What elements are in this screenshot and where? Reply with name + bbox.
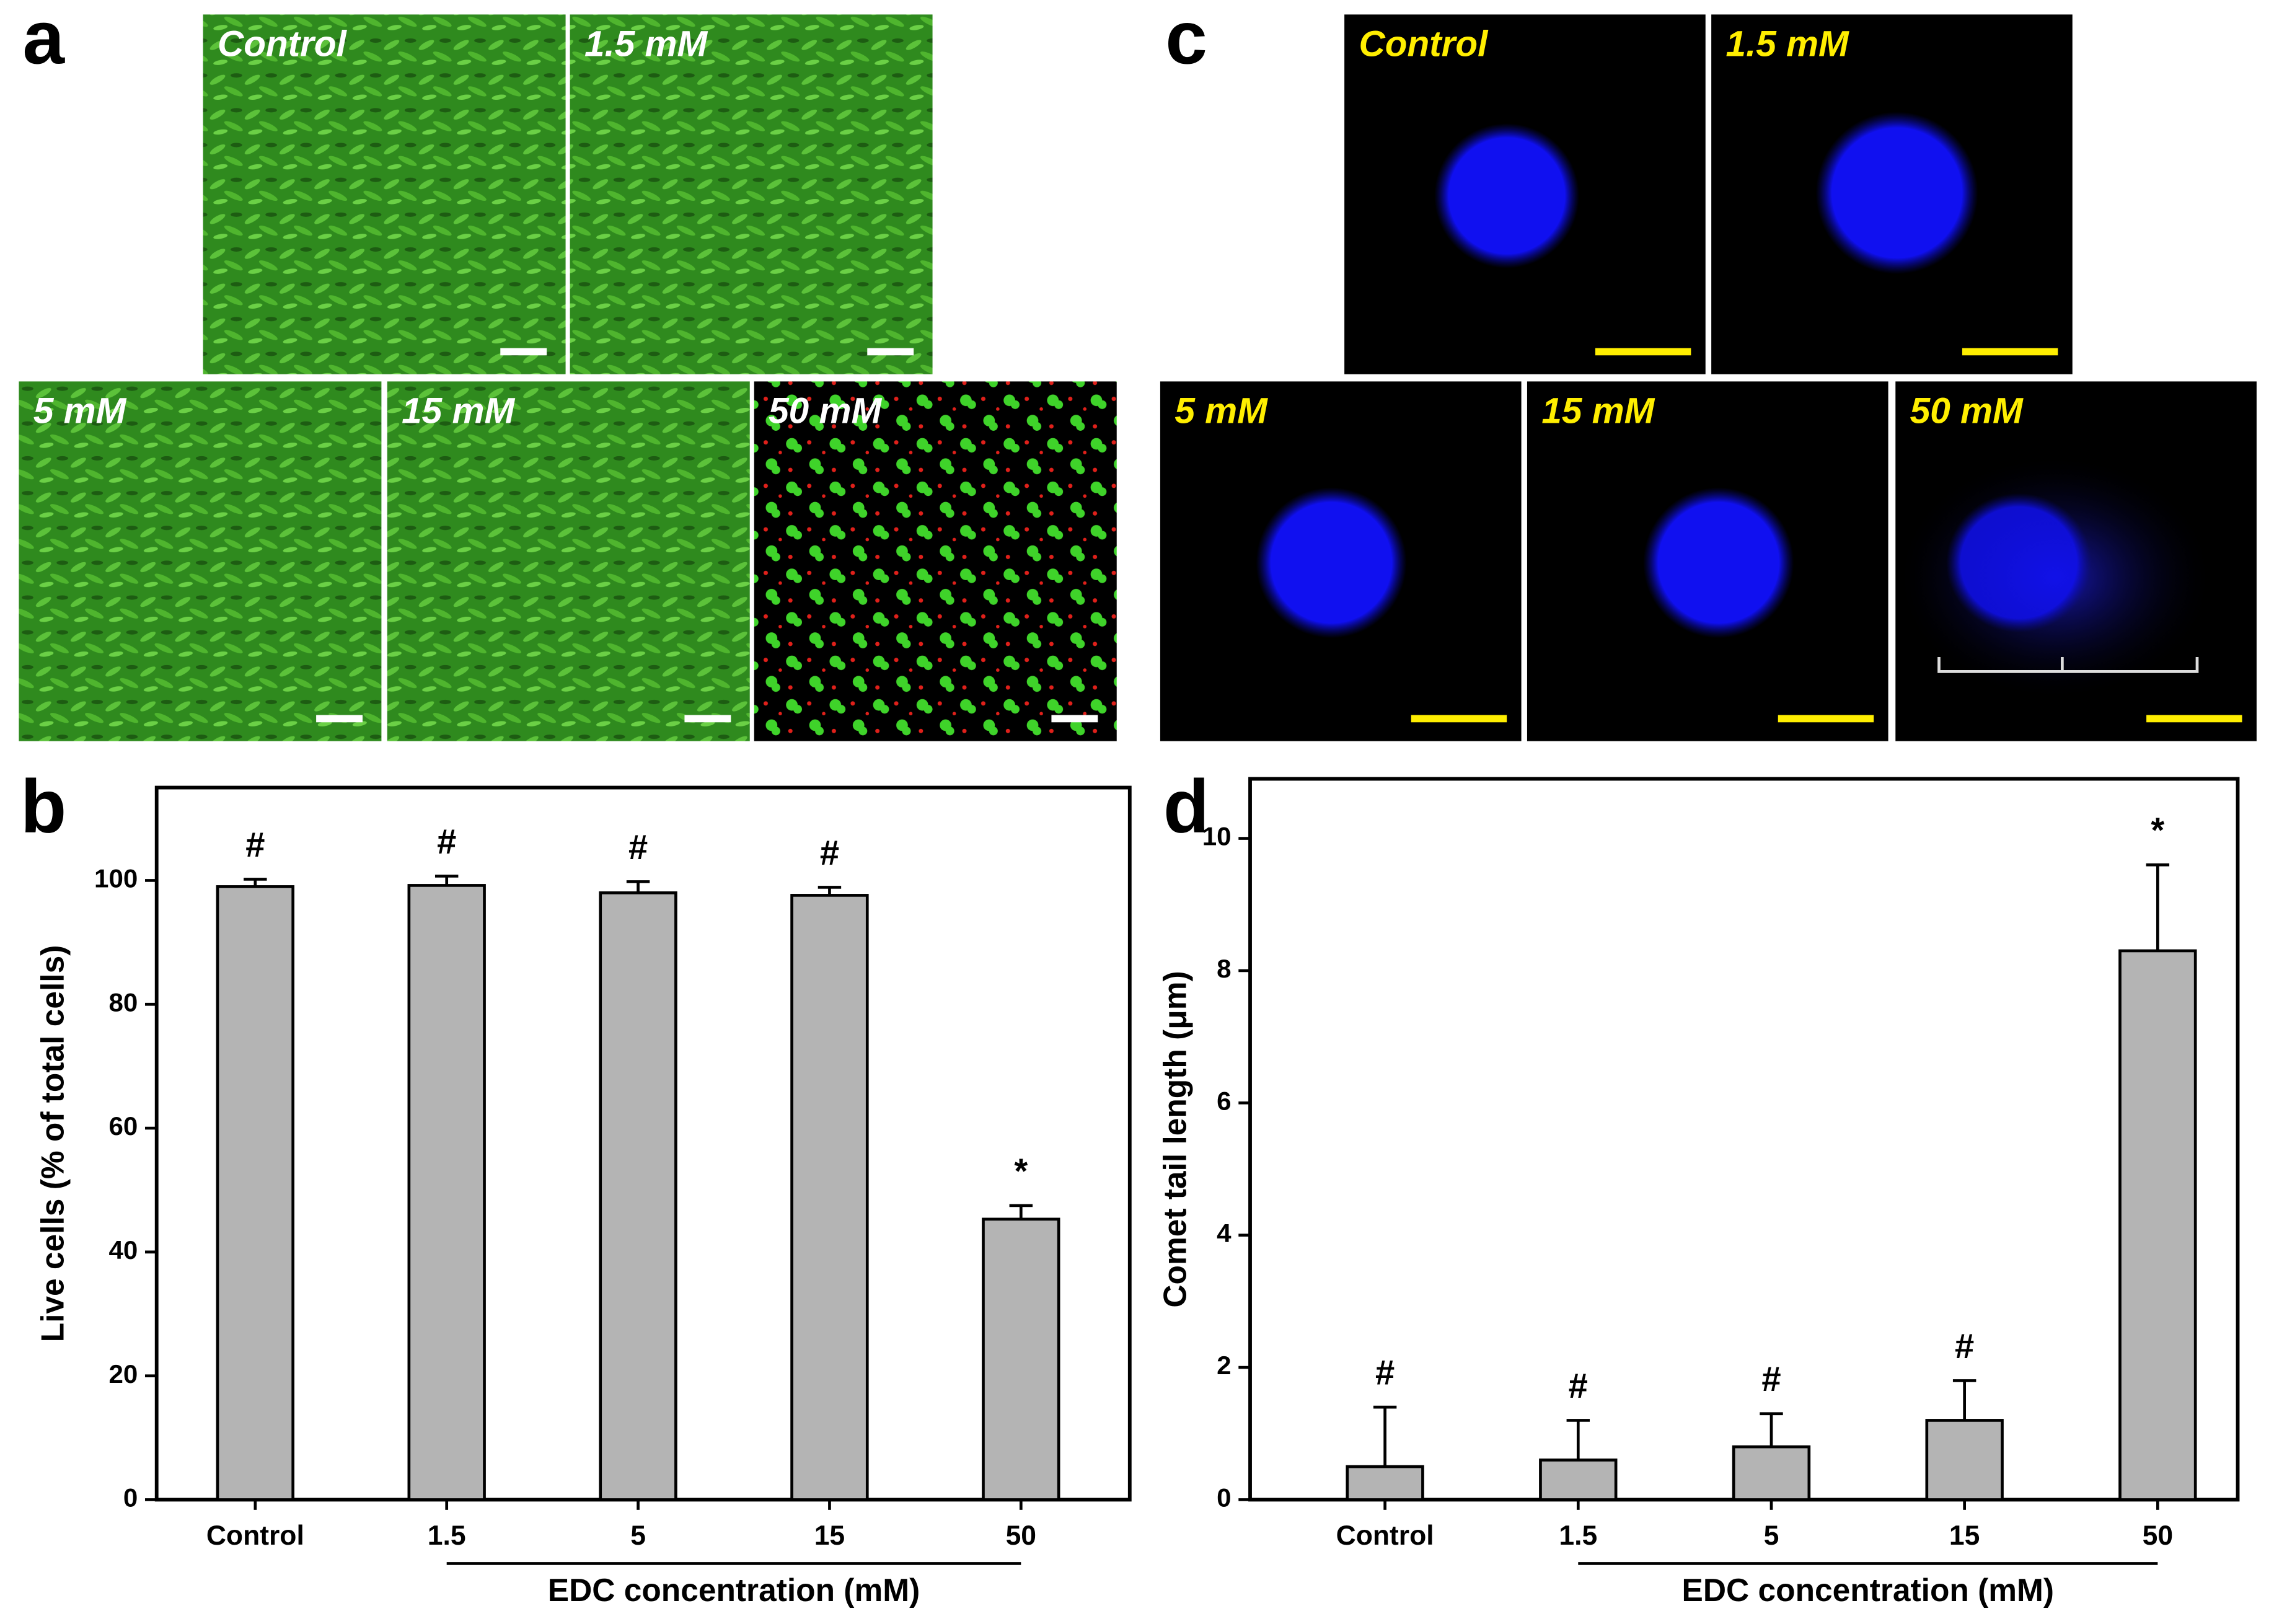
x-tick-label: 15 [814, 1520, 845, 1551]
micrograph-label: 50 mM [1910, 391, 2024, 431]
significance-mark: # [1569, 1366, 1588, 1405]
bar [790, 894, 869, 1501]
scale-bar [1962, 348, 2058, 356]
bar [1346, 1465, 1424, 1501]
significance-mark: # [628, 827, 648, 867]
y-tick-label: 10 [1202, 822, 1232, 851]
x-tick-label: Control [206, 1520, 304, 1551]
error-bar [1952, 1379, 1977, 1421]
panel-letter: d [1163, 764, 1209, 848]
micrograph-label: 5 mM [33, 391, 127, 431]
scale-bar [1595, 348, 1691, 356]
bar [599, 891, 677, 1501]
bar [1732, 1445, 1811, 1501]
y-axis-label: Live cells (% of total cells) [35, 945, 71, 1343]
scale-bar [867, 348, 914, 356]
comet-head [1815, 112, 1978, 275]
y-tick-label: 100 [94, 864, 138, 893]
micrograph-label: Control [1359, 24, 1489, 64]
bar [982, 1217, 1060, 1501]
y-tick-label: 2 [1217, 1351, 1231, 1380]
micrograph-label: 50 mM [769, 391, 882, 431]
bar [1925, 1419, 2004, 1501]
y-tick-label: 4 [1217, 1219, 1232, 1248]
micrograph-label: Control [218, 24, 348, 64]
comet-head [1643, 487, 1794, 638]
x-tick-label: 50 [1006, 1520, 1036, 1551]
micrograph [203, 14, 566, 374]
x-axis-label: EDC concentration (mM) [548, 1572, 920, 1608]
significance-mark: # [245, 825, 265, 864]
y-tick-label: 60 [108, 1111, 138, 1141]
bar [2118, 949, 2197, 1501]
micrograph-label: 1.5 mM [584, 24, 708, 64]
bar [216, 885, 295, 1501]
micrograph-label: 15 mM [402, 391, 515, 431]
scale-bar [316, 715, 363, 723]
x-tick-label: Control [1336, 1520, 1434, 1551]
scale-bar [2146, 715, 2242, 723]
y-axis-label: Comet tail length (μm) [1157, 971, 1193, 1307]
error-bar [626, 880, 650, 893]
scale-bar [684, 715, 731, 723]
micrograph-label: 5 mM [1174, 391, 1268, 431]
x-tick-label: 1.5 [1559, 1520, 1597, 1551]
x-axis-label: EDC concentration (mM) [1682, 1572, 2055, 1608]
error-bar [1009, 1204, 1033, 1219]
significance-mark: # [820, 833, 839, 872]
micrograph-label: 1.5 mM [1726, 24, 1850, 64]
y-tick-label: 40 [108, 1235, 138, 1264]
panel-letter: a [22, 0, 65, 79]
plot-frame [1248, 777, 2240, 1502]
significance-mark: # [1761, 1359, 1781, 1398]
panel-letter: b [20, 764, 66, 848]
y-tick-label: 0 [123, 1483, 138, 1512]
scale-bar [1411, 715, 1507, 723]
error-bar [1760, 1412, 1783, 1447]
micrograph [570, 14, 933, 374]
x-tick-label: 1.5 [428, 1520, 466, 1551]
significance-mark: # [1375, 1353, 1395, 1392]
significance-mark: # [437, 822, 456, 861]
scale-bar [1051, 715, 1098, 723]
scale-bar [1778, 715, 1874, 723]
x-tick-label: 15 [1949, 1520, 1980, 1551]
tail-measure [1937, 656, 2199, 673]
significance-mark: * [1014, 1151, 1028, 1190]
y-tick-label: 80 [108, 987, 138, 1017]
x-tick-label: 5 [1764, 1520, 1779, 1551]
scale-bar [500, 348, 547, 356]
micrograph [754, 381, 1117, 741]
micrograph [387, 381, 750, 741]
x-tick-label: 50 [2143, 1520, 2173, 1551]
comet-head [1946, 493, 2092, 633]
error-bar [1566, 1419, 1590, 1460]
micrograph-label: 15 mM [1541, 391, 1655, 431]
panel-letter: c [1165, 0, 1207, 79]
y-tick-label: 6 [1217, 1086, 1231, 1115]
significance-mark: * [2151, 811, 2164, 850]
y-tick-label: 0 [1217, 1483, 1231, 1512]
y-tick-label: 20 [108, 1359, 138, 1388]
error-bar [2146, 863, 2170, 951]
comet-head [1256, 487, 1407, 638]
bar [1539, 1459, 1618, 1501]
x-tick-label: 5 [630, 1520, 646, 1551]
comet-head [1434, 123, 1580, 268]
error-bar [434, 875, 459, 886]
significance-mark: # [1955, 1326, 1974, 1366]
error-bar [1373, 1405, 1397, 1467]
y-tick-label: 8 [1217, 954, 1231, 983]
micrograph [19, 381, 382, 741]
bar [407, 884, 486, 1501]
